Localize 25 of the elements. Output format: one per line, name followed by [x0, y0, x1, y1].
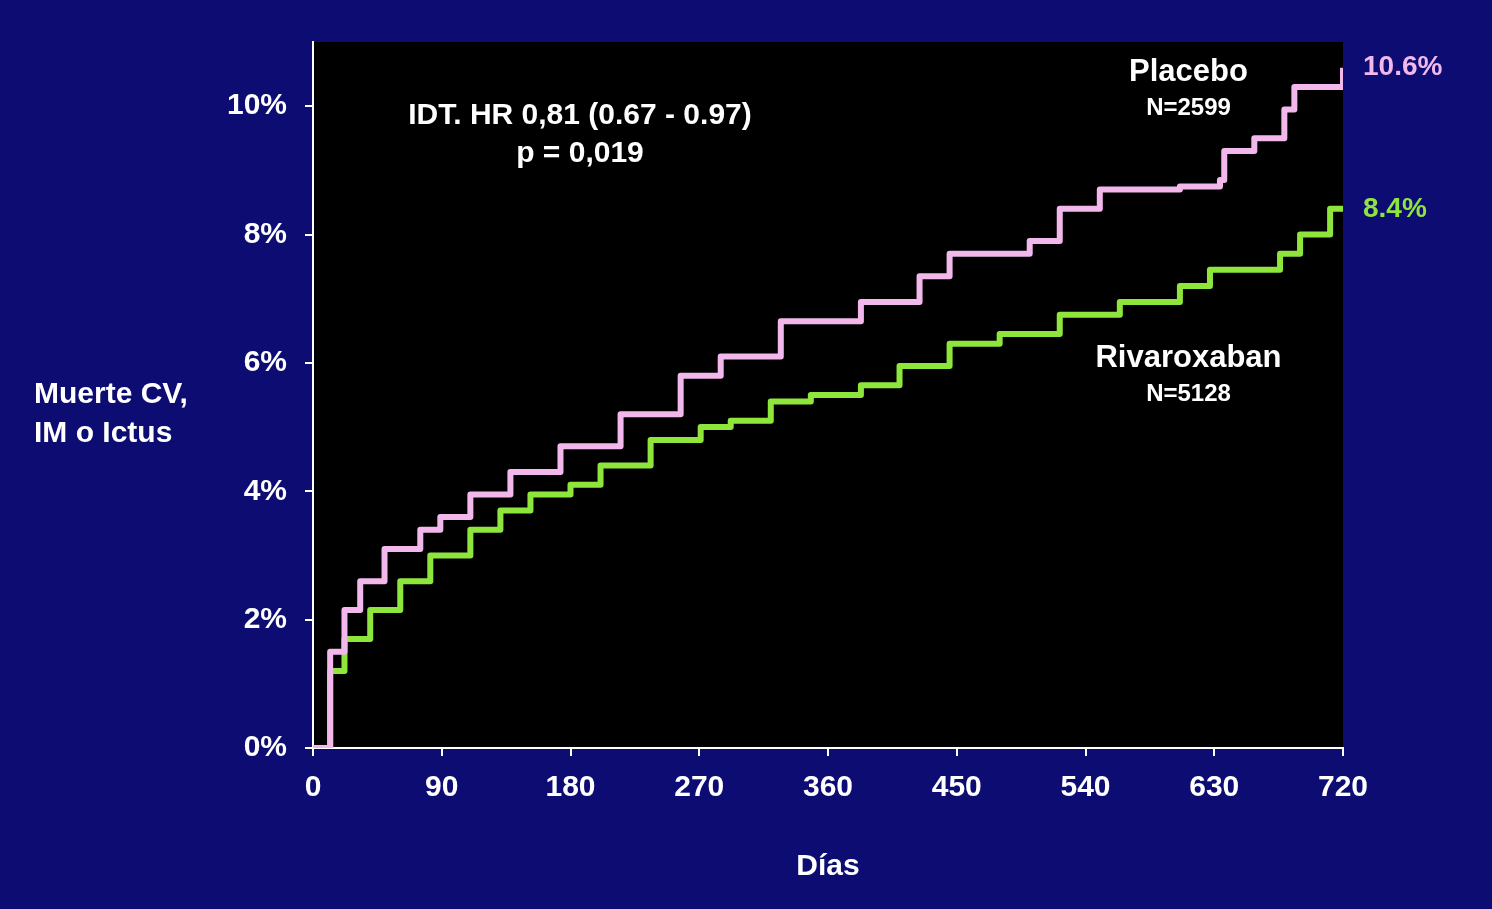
y-axis-title: Muerte CV, IM o Ictus: [34, 376, 188, 449]
annotation: IDT. HR 0,81 (0.67 - 0.97): [408, 97, 752, 131]
annotation: 10.6%: [1363, 50, 1443, 82]
x-tick-label: 450: [931, 769, 982, 803]
y-tick-label: 10%: [226, 87, 287, 121]
x-tick-label: 0: [304, 769, 322, 803]
y-tick-label: 6%: [243, 344, 287, 378]
x-tick-label: 540: [1060, 769, 1111, 803]
x-tick-label: 90: [425, 769, 459, 803]
x-axis-title: Días: [796, 848, 860, 882]
annotation: N=2599: [1146, 92, 1231, 120]
x-tick-label: 630: [1189, 769, 1240, 803]
y-tick-label: 0%: [243, 729, 287, 763]
x-tick-label: 180: [545, 769, 596, 803]
x-tick-label: 360: [802, 769, 854, 803]
y-tick-label: 2%: [243, 600, 287, 634]
annotation: N=5128: [1146, 378, 1231, 406]
annotation: 8.4%: [1363, 191, 1427, 223]
annotation: p = 0,019: [516, 135, 644, 169]
y-tick-label: 4%: [243, 472, 287, 506]
series-label: Rivaroxaban: [1095, 338, 1282, 374]
x-tick-label: 270: [674, 769, 725, 803]
series-label: Placebo: [1129, 52, 1248, 88]
x-tick-label: 720: [1317, 769, 1369, 803]
y-tick-label: 8%: [243, 215, 287, 249]
